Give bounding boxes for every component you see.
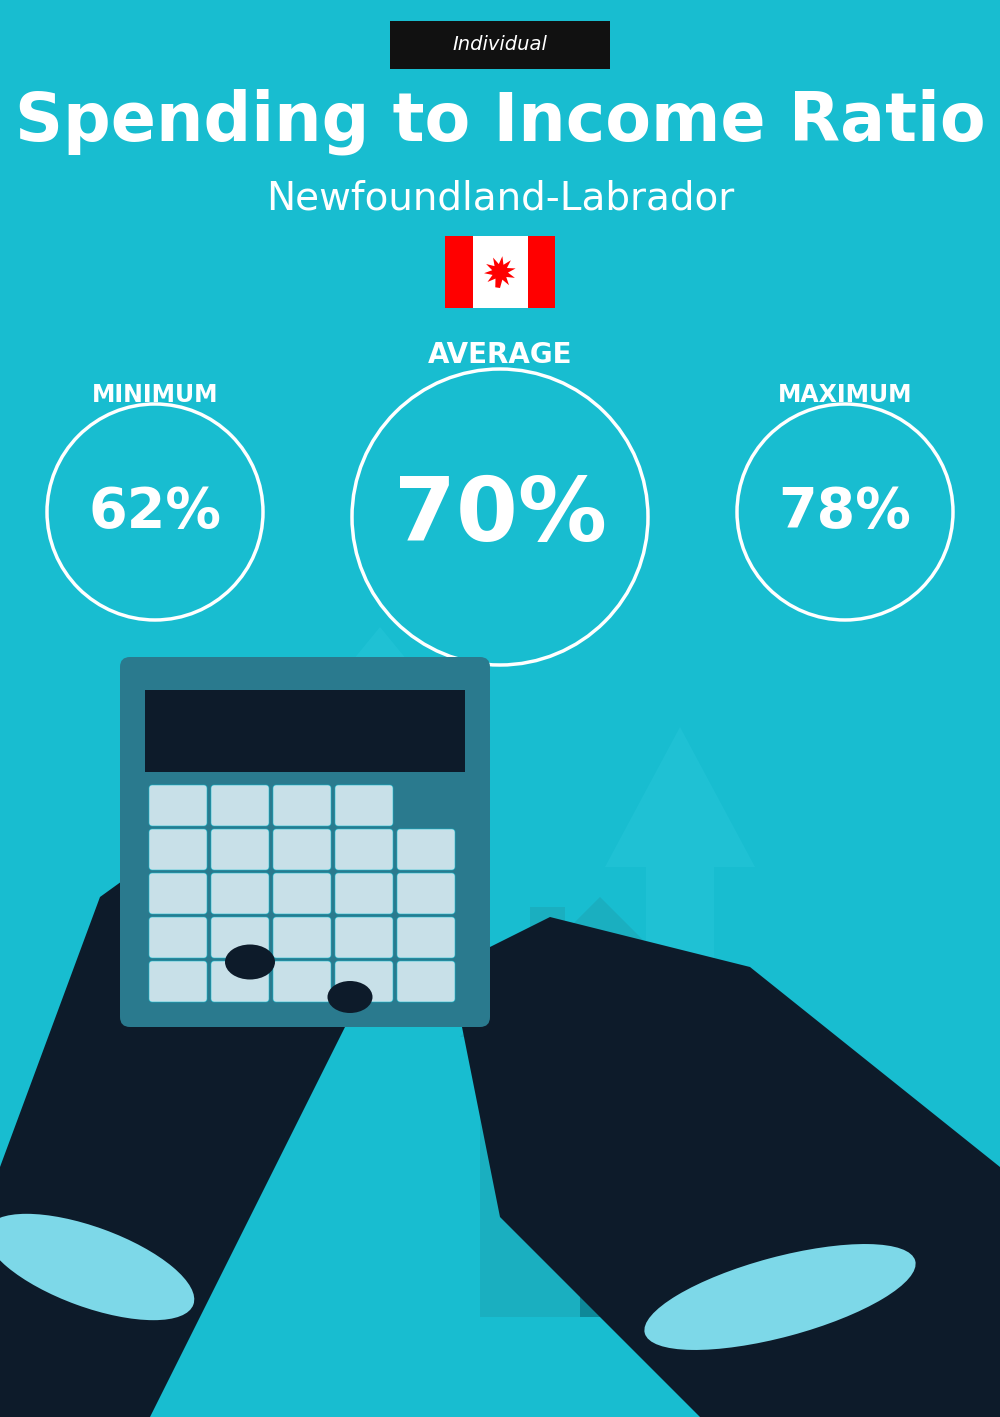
- Bar: [145, 690, 465, 772]
- FancyBboxPatch shape: [273, 873, 331, 914]
- FancyBboxPatch shape: [335, 829, 393, 870]
- Bar: [860, 1107, 910, 1136]
- Polygon shape: [450, 917, 1000, 1417]
- FancyBboxPatch shape: [149, 961, 207, 1002]
- Text: $: $: [872, 1193, 898, 1231]
- Polygon shape: [339, 737, 420, 837]
- Bar: [745, 1275, 845, 1292]
- FancyBboxPatch shape: [149, 785, 207, 826]
- Bar: [480, 1037, 720, 1316]
- FancyBboxPatch shape: [273, 785, 331, 826]
- FancyBboxPatch shape: [273, 961, 331, 1002]
- Bar: [528, 237, 555, 307]
- FancyBboxPatch shape: [211, 785, 269, 826]
- Polygon shape: [0, 767, 380, 1417]
- FancyBboxPatch shape: [335, 917, 393, 958]
- FancyBboxPatch shape: [335, 785, 393, 826]
- Text: Spending to Income Ratio: Spending to Income Ratio: [15, 89, 985, 156]
- Ellipse shape: [225, 945, 275, 979]
- FancyBboxPatch shape: [397, 917, 455, 958]
- Text: MINIMUM: MINIMUM: [92, 383, 218, 407]
- FancyBboxPatch shape: [211, 829, 269, 870]
- Bar: [580, 1227, 625, 1316]
- Bar: [750, 1267, 850, 1285]
- FancyBboxPatch shape: [120, 657, 490, 1027]
- Bar: [740, 1282, 840, 1301]
- FancyBboxPatch shape: [149, 873, 207, 914]
- Ellipse shape: [644, 1244, 916, 1350]
- FancyBboxPatch shape: [273, 917, 331, 958]
- FancyBboxPatch shape: [397, 961, 455, 1002]
- FancyBboxPatch shape: [149, 829, 207, 870]
- Polygon shape: [290, 626, 470, 737]
- Circle shape: [755, 1182, 845, 1272]
- Bar: [445, 237, 473, 307]
- FancyBboxPatch shape: [335, 961, 393, 1002]
- FancyBboxPatch shape: [397, 829, 455, 870]
- FancyBboxPatch shape: [397, 873, 455, 914]
- Text: Newfoundland-Labrador: Newfoundland-Labrador: [266, 180, 734, 218]
- Polygon shape: [484, 256, 516, 288]
- Ellipse shape: [0, 1214, 194, 1321]
- Bar: [530, 907, 565, 976]
- Text: Individual: Individual: [453, 35, 547, 54]
- FancyBboxPatch shape: [273, 829, 331, 870]
- Polygon shape: [460, 897, 740, 1037]
- FancyBboxPatch shape: [211, 961, 269, 1002]
- Circle shape: [810, 1132, 960, 1282]
- Bar: [445, 237, 555, 307]
- FancyBboxPatch shape: [335, 873, 393, 914]
- FancyBboxPatch shape: [211, 917, 269, 958]
- Bar: [730, 1299, 830, 1316]
- Text: AVERAGE: AVERAGE: [428, 341, 572, 368]
- FancyBboxPatch shape: [149, 917, 207, 958]
- FancyBboxPatch shape: [390, 21, 610, 69]
- Text: $: $: [792, 1221, 808, 1241]
- FancyBboxPatch shape: [211, 873, 269, 914]
- Text: 70%: 70%: [394, 473, 606, 561]
- Text: MAXIMUM: MAXIMUM: [778, 383, 912, 407]
- Polygon shape: [646, 867, 714, 998]
- Bar: [735, 1291, 835, 1309]
- Text: 62%: 62%: [88, 485, 222, 538]
- Text: 78%: 78%: [779, 485, 911, 538]
- Ellipse shape: [328, 981, 372, 1013]
- Polygon shape: [605, 727, 755, 867]
